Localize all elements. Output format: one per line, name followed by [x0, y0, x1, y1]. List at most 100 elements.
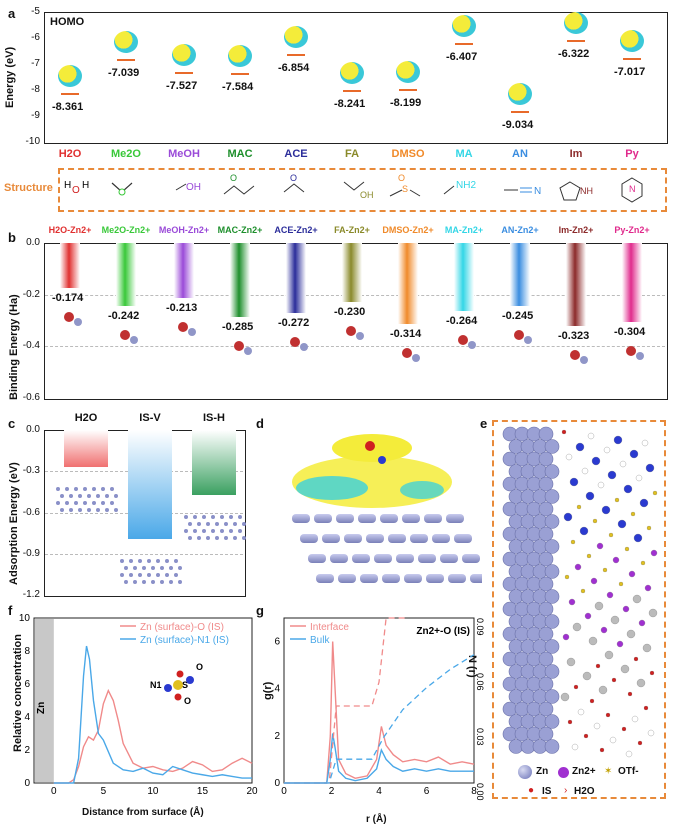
binding-energy-value: -0.264	[446, 315, 478, 328]
zn-slab-atom	[544, 614, 560, 629]
molecule-name-ma: MA	[455, 148, 473, 160]
panel-a-ytick: -7	[31, 58, 40, 69]
structure-drawings: H O H OH O O OH OS NH2 N NH N	[64, 173, 643, 203]
electrolyte-atom	[564, 574, 570, 580]
charge-density-diagram	[292, 434, 482, 583]
electrolyte-atom	[652, 490, 658, 496]
panel-b-ytick: -0.4	[22, 340, 40, 352]
electrolyte-atom	[572, 622, 582, 632]
electrolyte-atom	[595, 663, 601, 669]
zn-rod	[344, 534, 362, 543]
zn-atom	[120, 558, 124, 563]
electrolyte-atom	[573, 684, 579, 690]
homo-orbital	[508, 82, 532, 105]
homo-level-line	[455, 42, 473, 45]
svg-text:NH2: NH2	[456, 180, 476, 191]
adsorption-bar	[128, 430, 172, 539]
zn-atom	[92, 487, 96, 492]
zn-rod	[374, 554, 392, 563]
zn-atom	[160, 565, 164, 570]
zn-atom	[188, 521, 192, 526]
binding-energy-bar	[398, 243, 418, 325]
y-tick-label: 4	[274, 684, 280, 695]
binding-energy-value: -0.242	[108, 309, 140, 322]
complex-atom	[570, 350, 580, 361]
homo-value: -7.584	[222, 81, 254, 94]
zn-atom	[156, 572, 160, 577]
panel-e-legend: Zn Zn2+ ✶ OTf- ● IS › H2O	[500, 765, 660, 805]
zn-atom	[124, 565, 128, 570]
structure-box	[58, 168, 667, 212]
zn-atom	[69, 494, 73, 499]
zn-atom	[129, 558, 133, 563]
homo-orbital	[564, 12, 588, 35]
panel-a-ytick: -8	[31, 84, 40, 95]
svg-text:OH: OH	[360, 190, 374, 200]
panel-c-ytick: -1.2	[22, 589, 40, 600]
electrolyte-atom	[619, 460, 627, 468]
electrolyte-atom	[642, 643, 652, 653]
zn-rod	[322, 534, 340, 543]
zn-slab-atom	[544, 564, 560, 579]
electrolyte-atom	[560, 692, 570, 702]
x-tick-label: 6	[424, 786, 430, 797]
homo-value: -8.199	[390, 97, 422, 110]
zn-rod	[440, 554, 458, 563]
electrolyte-atom	[607, 470, 617, 480]
homo-level-line	[567, 40, 585, 43]
homo-orbital	[58, 65, 82, 88]
electrolyte-atom	[632, 594, 642, 604]
homo-orbital	[172, 43, 196, 66]
zn-atom	[151, 579, 155, 584]
molecule-name-im: Im	[569, 148, 583, 160]
svg-text:N: N	[534, 186, 541, 197]
zn-slab-atom	[544, 664, 560, 679]
electrolyte-atom	[599, 747, 605, 753]
zn-atom	[133, 565, 137, 570]
zn-rod	[446, 514, 464, 523]
zn-atom	[78, 494, 82, 499]
x-tick-label: 0	[281, 786, 287, 797]
electrolyte-atom	[585, 491, 595, 501]
legend-entry: Zn (surface)-O (IS)	[140, 622, 224, 633]
zn-rod	[404, 574, 422, 583]
electrolyte-atom	[620, 664, 630, 674]
complex-name: MAC-Zn2+	[217, 225, 263, 235]
y-tick-label: 2	[24, 745, 30, 756]
zn-rod	[448, 574, 466, 583]
electrolyte-atom	[635, 474, 643, 482]
y-tick-label: 2	[274, 731, 280, 742]
zn-atom	[92, 501, 96, 506]
electrolyte-atom	[646, 525, 652, 531]
legend-entry: Bulk	[310, 635, 330, 646]
zn-rod	[360, 574, 378, 583]
electrolyte-atom	[566, 657, 576, 667]
zn-slab-atom	[544, 539, 560, 554]
electrolyte-atom	[570, 539, 576, 545]
complex-name: Im-Zn2+	[558, 225, 594, 235]
panel-c-column-label: IS-V	[139, 412, 161, 424]
panel-c-column-label: IS-H	[203, 412, 225, 424]
legend-otf: OTf-	[618, 766, 639, 777]
inset-sulfur	[173, 680, 183, 690]
y2-tick-label: 0.09	[475, 618, 485, 636]
molecule-name-an: AN	[512, 148, 528, 160]
zn-ion	[130, 335, 138, 344]
electrolyte-atom	[575, 442, 585, 452]
complex-name: MA-Zn2+	[444, 225, 484, 235]
zn-atom	[147, 572, 151, 577]
complex-atom	[120, 329, 130, 340]
homo-orbital	[114, 31, 138, 53]
zn-slab-atom	[538, 601, 554, 617]
x-tick-label: 15	[197, 786, 209, 797]
zn-slab-atom	[538, 651, 554, 667]
electrolyte-atom	[627, 691, 633, 697]
zn-rod	[418, 554, 436, 563]
zn-atom	[69, 508, 73, 513]
zn-atom	[169, 565, 173, 570]
homo-level-line	[287, 54, 305, 57]
electrolyte-atom	[639, 498, 649, 508]
electrolyte-atom	[614, 497, 620, 503]
svg-text:NH: NH	[580, 186, 593, 196]
complex-atom	[64, 311, 74, 322]
